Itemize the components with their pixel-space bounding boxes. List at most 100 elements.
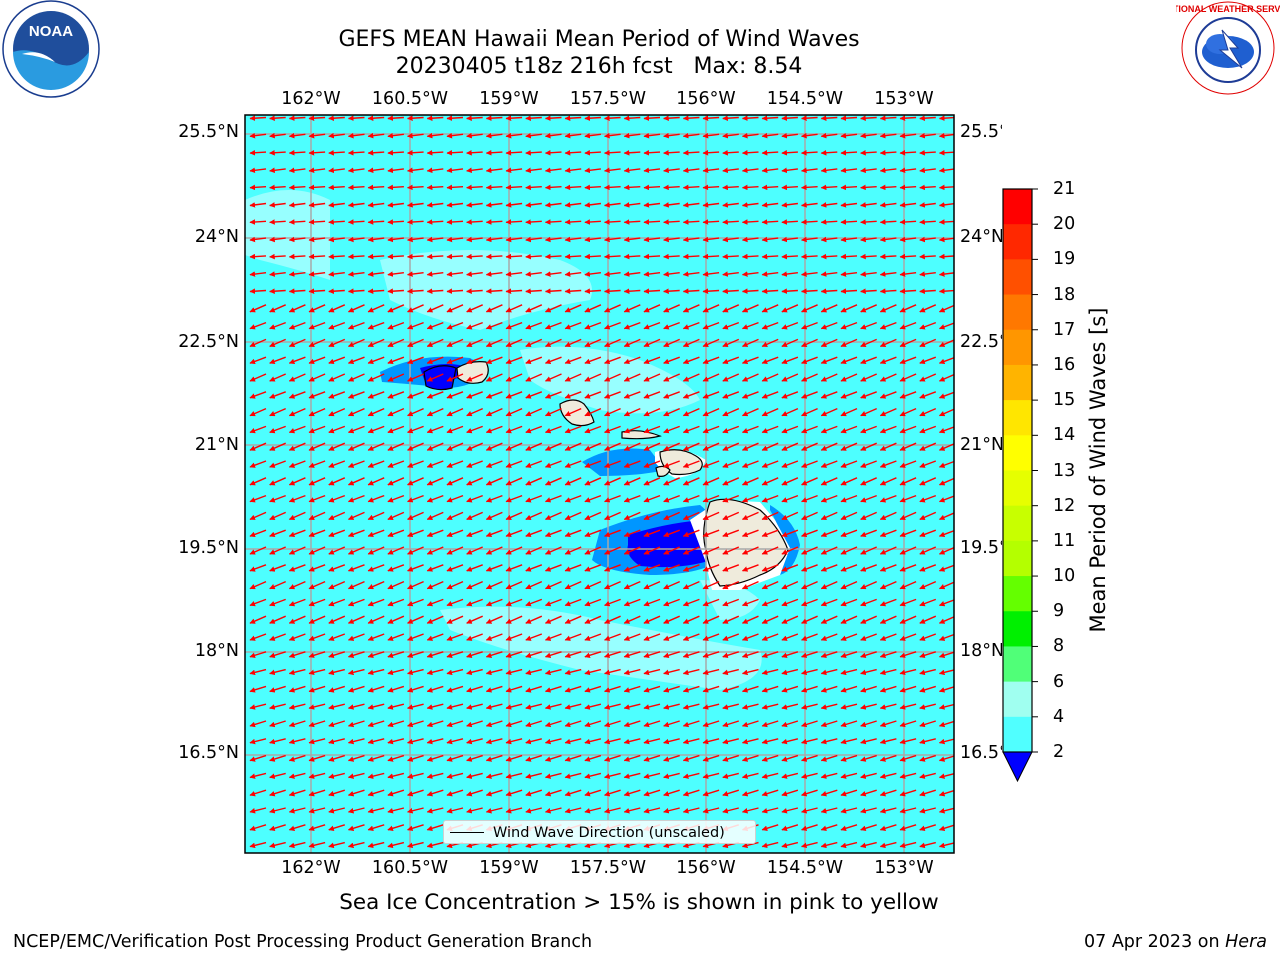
wave-direction-arrow — [741, 460, 759, 468]
wave-direction-arrow — [347, 494, 365, 503]
wave-direction-arrow — [426, 271, 444, 277]
wave-direction-arrow — [446, 425, 464, 434]
wave-direction-arrow — [387, 338, 405, 348]
wave-direction-arrow — [840, 288, 858, 294]
wave-direction-arrow — [820, 442, 838, 451]
wave-direction-arrow — [899, 253, 917, 260]
wave-direction-arrow — [525, 132, 542, 139]
wave-direction-arrow — [682, 288, 700, 294]
wave-direction-arrow — [623, 132, 641, 139]
wave-direction-arrow — [564, 132, 582, 139]
wave-direction-arrow — [741, 236, 759, 243]
wave-direction-arrow — [663, 477, 680, 486]
wave-direction-arrow — [466, 288, 483, 294]
wave-direction-arrow — [604, 373, 621, 382]
wave-direction-arrow — [938, 408, 954, 417]
wave-direction-arrow — [367, 132, 385, 139]
wave-direction-arrow — [466, 425, 483, 434]
wave-direction-arrow — [466, 253, 483, 260]
wave-direction-arrow — [407, 253, 424, 260]
wave-direction-arrow — [407, 184, 424, 191]
wave-direction-arrow — [446, 373, 464, 382]
wave-direction-arrow — [840, 253, 858, 260]
wave-direction-arrow — [781, 149, 798, 156]
wave-direction-arrow — [466, 477, 483, 486]
wave-direction-arrow — [899, 202, 917, 208]
wave-direction-arrow — [741, 338, 759, 348]
wave-direction-arrow — [328, 149, 345, 156]
colorbar-segments — [1003, 189, 1032, 753]
footer-date-text: 07 Apr 2023 on — [1084, 932, 1226, 952]
wave-direction-arrow — [741, 442, 759, 451]
wave-direction-arrow — [919, 356, 937, 365]
wave-direction-arrow — [643, 373, 661, 382]
wave-direction-arrow — [387, 356, 405, 365]
wave-direction-arrow — [840, 338, 858, 348]
colorbar-segment — [1003, 329, 1032, 366]
wave-direction-arrow — [801, 149, 818, 156]
wave-direction-arrow — [328, 477, 346, 486]
wave-direction-arrow — [820, 253, 838, 260]
wave-direction-arrow — [485, 288, 503, 294]
wave-direction-arrow — [347, 460, 365, 468]
wave-direction-arrow — [505, 373, 523, 382]
wave-direction-arrow — [604, 149, 621, 156]
wave-direction-arrow — [387, 391, 405, 399]
wave-direction-arrow — [584, 373, 602, 382]
colorbar-tick-label: 13 — [1053, 460, 1076, 481]
wave-direction-arrow — [288, 219, 306, 225]
wave-direction-arrow — [485, 356, 503, 365]
wave-direction-arrow — [387, 271, 404, 277]
wave-direction-arrow — [604, 115, 621, 121]
wave-direction-arrow — [623, 253, 641, 260]
wave-direction-arrow — [781, 202, 798, 208]
wave-direction-arrow — [938, 357, 954, 365]
wave-direction-arrow — [288, 477, 306, 486]
wave-direction-arrow — [466, 391, 483, 399]
wave-direction-arrow — [347, 219, 365, 225]
wave-direction-arrow — [682, 271, 700, 277]
wave-direction-arrow — [328, 321, 346, 330]
wave-direction-arrow — [505, 356, 523, 365]
wave-direction-arrow — [820, 407, 838, 417]
wave-direction-arrow — [938, 253, 954, 260]
wave-direction-arrow — [308, 442, 326, 451]
wave-direction-arrow — [269, 304, 286, 313]
wave-direction-arrow — [919, 321, 937, 330]
footer-date: 07 Apr 2023 on Hera — [1084, 932, 1267, 952]
wave-direction-arrow — [801, 253, 818, 260]
wave-direction-arrow — [269, 425, 286, 434]
wave-direction-arrow — [525, 219, 542, 225]
wave-direction-arrow — [446, 132, 464, 139]
wave-direction-arrow — [899, 288, 917, 294]
wave-direction-arrow — [505, 321, 523, 330]
wave-direction-arrow — [387, 253, 404, 260]
wave-direction-arrow — [801, 236, 818, 243]
wave-direction-arrow — [466, 304, 483, 313]
wave-direction-arrow — [899, 442, 917, 451]
wave-direction-arrow — [426, 304, 444, 313]
wave-direction-arrow — [288, 321, 306, 330]
wave-direction-arrow — [426, 288, 444, 294]
wave-direction-arrow — [820, 184, 838, 191]
wave-direction-arrow — [328, 338, 346, 348]
wave-direction-arrow — [722, 149, 739, 156]
wave-direction-arrow — [466, 338, 483, 348]
wave-direction-arrow — [722, 202, 739, 208]
wave-direction-arrow — [722, 321, 740, 330]
colorbar-segment — [1003, 681, 1032, 718]
wave-direction-arrow — [249, 304, 267, 313]
colorbar-tick-label: 19 — [1053, 249, 1076, 270]
wave-direction-arrow — [919, 253, 936, 260]
wave-direction-arrow — [328, 132, 345, 139]
wave-direction-arrow — [328, 184, 345, 191]
wave-direction-arrow — [249, 184, 267, 191]
wave-direction-arrow — [446, 288, 464, 294]
wave-direction-arrow — [249, 321, 267, 330]
wave-direction-arrow — [387, 442, 405, 451]
wave-direction-arrow — [387, 407, 405, 417]
wave-direction-arrow — [466, 494, 483, 503]
wave-direction-arrow — [249, 477, 267, 486]
wave-direction-arrow — [269, 373, 286, 382]
wave-direction-arrow — [702, 356, 720, 365]
